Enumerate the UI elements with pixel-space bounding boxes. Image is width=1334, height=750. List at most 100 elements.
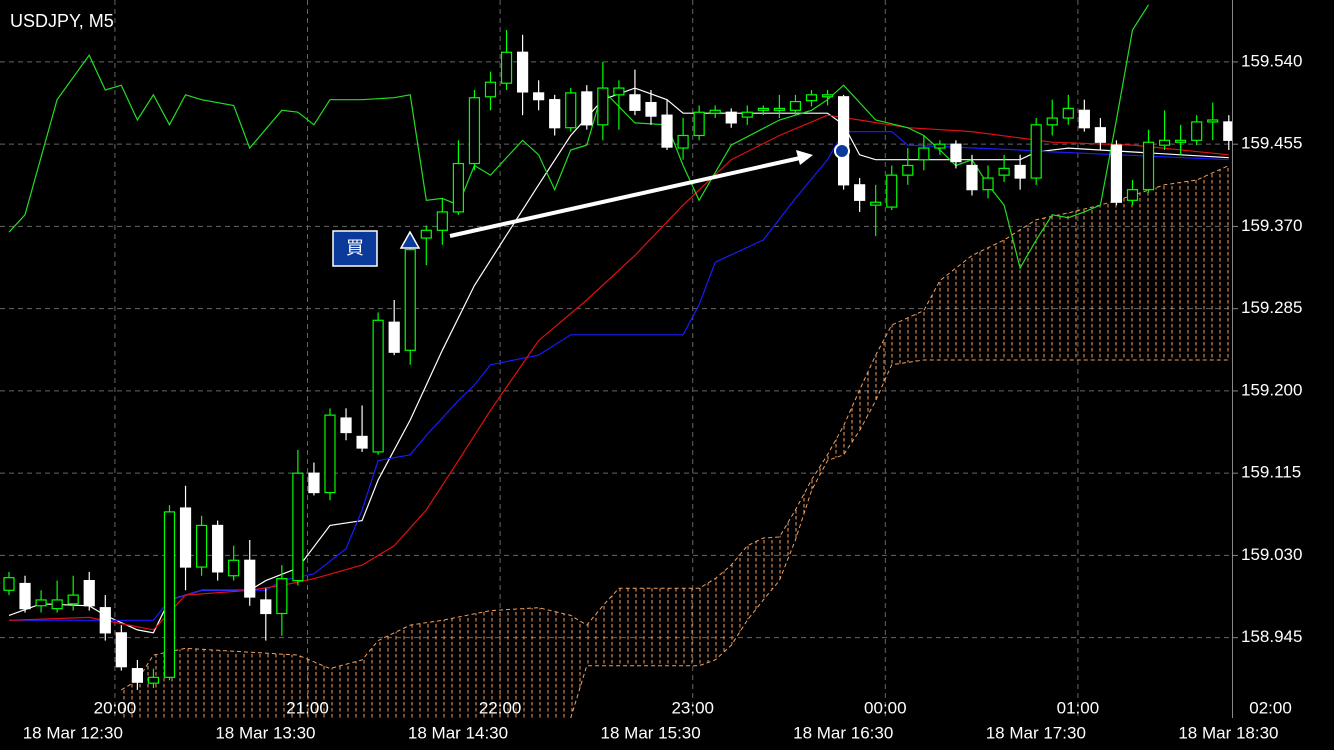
candle-body — [982, 177, 994, 191]
candle-body — [3, 577, 15, 591]
candle-body — [1062, 107, 1074, 119]
candle-body — [388, 321, 400, 353]
candle-body — [260, 599, 272, 615]
candle-body — [645, 101, 657, 117]
candle-body — [805, 94, 818, 102]
candle-body — [195, 524, 208, 568]
y-tick-label: 159.455 — [1241, 134, 1302, 153]
candle-body — [1207, 119, 1219, 123]
candle-body — [773, 107, 785, 111]
candle-body — [500, 51, 513, 84]
candle-body — [1191, 121, 1203, 141]
x-tick-label: 21:00 — [286, 698, 329, 717]
candle-body — [741, 111, 753, 118]
y-tick-label: 159.200 — [1241, 380, 1302, 399]
candle-body — [212, 524, 224, 573]
indicator-line — [8, 4, 1150, 270]
entry-marker — [399, 230, 421, 249]
signal-box — [332, 230, 378, 267]
candle-body — [99, 607, 111, 634]
candle-body — [1110, 144, 1123, 203]
candle-body — [356, 435, 368, 449]
axes: 159.540 159.455 159.370 159.285 159.200 159.1… — [23, 0, 1302, 742]
candle-body — [1094, 127, 1106, 143]
candle-body — [404, 249, 416, 351]
candle-body — [789, 101, 802, 111]
cloud-span-a — [121, 165, 1230, 691]
x-tick-label-lower: 18 Mar 14:30 — [408, 723, 508, 742]
candle-body — [934, 143, 946, 149]
candle-body — [629, 94, 641, 111]
candle-body — [966, 164, 978, 191]
candle-body — [886, 174, 898, 208]
cloud-fill — [121, 165, 1229, 718]
signal-label: 買 — [346, 238, 364, 258]
candle-body — [147, 676, 160, 684]
candle-body — [19, 582, 31, 610]
candle-body — [67, 594, 79, 605]
y-tick-label: 159.115 — [1241, 463, 1301, 482]
candle-body — [131, 668, 143, 683]
x-tick-label: 02:00 — [1249, 698, 1292, 717]
candle-body — [1158, 139, 1171, 146]
candle-body — [661, 114, 673, 148]
candle-body — [228, 559, 240, 577]
candle-body — [340, 417, 352, 434]
x-tick-label-lower: 18 Mar 18:30 — [1178, 723, 1278, 742]
cloud-span-b — [570, 359, 1229, 718]
candle-body — [998, 167, 1010, 176]
y-tick-label: 159.285 — [1241, 298, 1302, 317]
candle-body — [276, 578, 288, 615]
candle-body — [1175, 139, 1187, 143]
candle-body — [854, 184, 866, 201]
x-tick-label: 01:00 — [1057, 698, 1100, 717]
candle-body — [244, 559, 256, 598]
candle-body — [468, 97, 481, 165]
candle-body — [484, 81, 497, 98]
y-tick-label: 158.945 — [1241, 627, 1302, 646]
candle-body — [1046, 117, 1058, 126]
x-tick-label-lower: 18 Mar 17:30 — [986, 723, 1086, 742]
arrow-shaft — [449, 156, 801, 238]
candle-body — [516, 51, 529, 93]
candle-body — [324, 414, 336, 494]
y-tick-label: 159.370 — [1241, 216, 1302, 235]
y-tick-label: 159.030 — [1241, 545, 1302, 564]
candle-body — [565, 92, 577, 129]
candle-body — [35, 599, 47, 607]
candle-body — [693, 111, 705, 137]
x-tick-label-lower: 18 Mar 13:30 — [215, 723, 315, 742]
candle-body — [179, 507, 192, 568]
candle-body — [1126, 189, 1139, 201]
candle-body — [950, 143, 962, 163]
candle-body — [83, 579, 95, 607]
candle-body — [549, 99, 561, 129]
candle-body — [292, 472, 304, 582]
candle-body — [1078, 109, 1090, 129]
candle-body — [452, 162, 464, 213]
candle-body — [581, 91, 593, 126]
candle-body — [372, 319, 384, 453]
candle-body — [870, 201, 882, 206]
candle-body — [1030, 124, 1042, 179]
y-tick-label: 159.540 — [1241, 51, 1302, 70]
candle-body — [597, 87, 609, 126]
candle-body — [163, 511, 176, 678]
x-tick-label-lower: 18 Mar 12:30 — [23, 723, 123, 742]
arrow-head — [796, 150, 813, 165]
x-tick-label: 00:00 — [864, 698, 907, 717]
candle-body — [436, 211, 448, 231]
candle-body — [1142, 141, 1155, 191]
candle-body — [420, 229, 432, 239]
candle-body — [1014, 164, 1026, 179]
x-tick-label: 22:00 — [479, 698, 522, 717]
x-tick-label: 20:00 — [94, 698, 137, 717]
candle-body — [51, 599, 63, 610]
candle-body — [613, 87, 625, 96]
candle-body — [709, 109, 721, 114]
trade-arrow — [449, 150, 813, 238]
candle-body — [837, 96, 850, 186]
buy-signal: 買 — [332, 143, 850, 267]
exit-marker — [834, 143, 850, 159]
